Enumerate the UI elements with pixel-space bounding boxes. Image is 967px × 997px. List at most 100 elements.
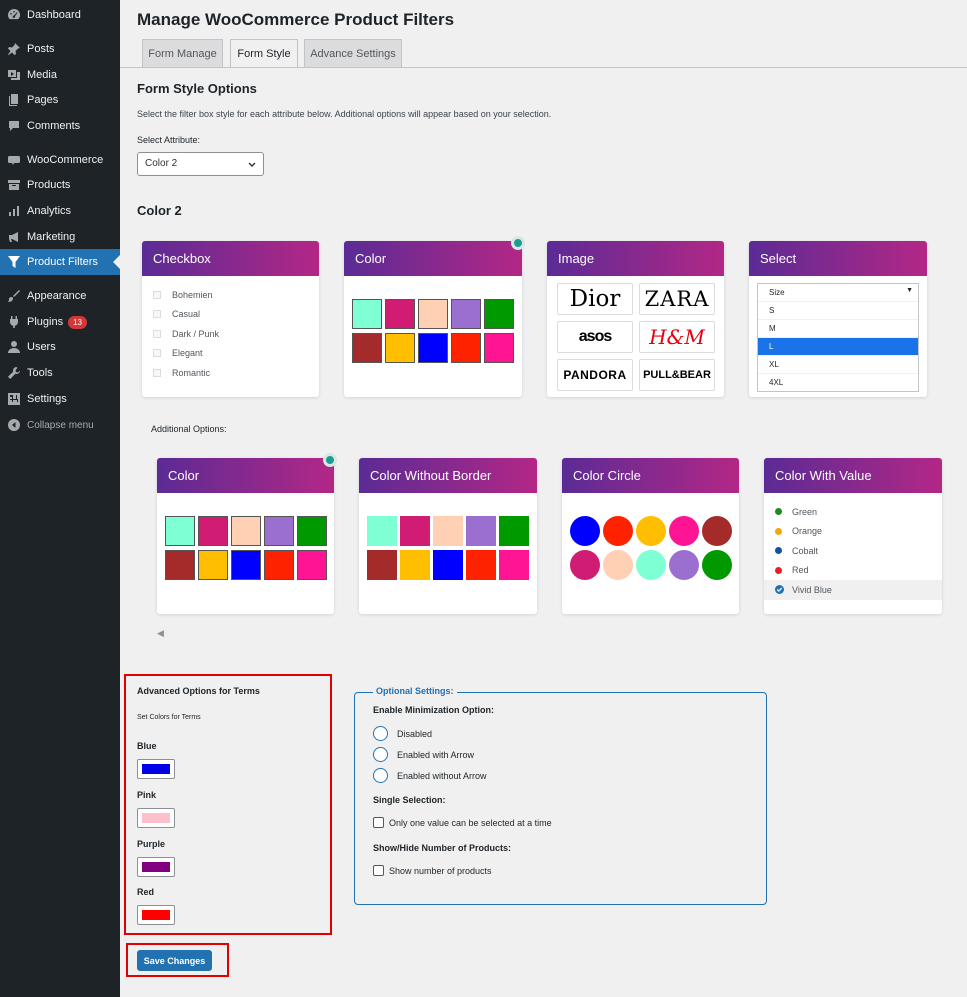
swatch-grid [352,299,514,363]
menu-plugins-label: Plugins [27,316,64,328]
additional-card-color-circle[interactable]: Color Circle [562,458,739,614]
radio-label: Enabled without Arrow [397,770,487,781]
color-value-label: Green [792,506,818,517]
checkbox-item-label: Bohemien [172,289,213,300]
radio-enabled-with-arrow[interactable]: Enabled with Arrow [373,747,474,762]
style-card-color[interactable]: Color [344,236,525,397]
checkbox-item-label: Casual [172,309,201,320]
tab-advance-settings[interactable]: Advance Settings [304,39,402,68]
color-swatch [451,333,481,363]
color-swatch [418,333,448,363]
style-card-image[interactable]: Image Dior ZARA asos H&M PANDORA PULL&BE… [547,241,724,397]
save-button-highlight [126,943,229,977]
section-description: Select the filter box style for each att… [137,109,552,119]
color-swatch [451,299,481,329]
color-swatch [466,516,496,546]
color-swatch [165,550,195,580]
color-circle-swatch [570,516,600,546]
checkbox-square[interactable] [373,817,384,828]
radio-disabled[interactable]: Disabled [373,726,432,741]
color-circle-swatch [603,550,633,580]
color-picker-red[interactable] [137,905,175,925]
radio-circle[interactable] [373,768,388,783]
menu-posts[interactable]: Posts [0,36,120,62]
checkbox-item: Romantic [142,363,319,383]
show-number-checkbox[interactable]: Show number of products [373,865,492,876]
additional-card-color[interactable]: Color [157,453,337,614]
plug-icon [10,316,18,328]
checkbox-list: Bohemien Casual Dark / Punk Elegant Roma… [142,276,319,383]
style-card-select[interactable]: Select Size ▼ S M L XL 4XL [749,241,927,397]
additional-card-color-without-border[interactable]: Color Without Border [359,458,537,614]
style-card-image-title: Image [547,241,724,276]
attribute-title: Color 2 [137,203,182,218]
menu-appearance[interactable]: Appearance [0,283,120,309]
menu-product-filters[interactable]: Product Filters [0,249,120,275]
checkbox-item-label: Romantic [172,367,211,378]
save-changes-button[interactable]: Save Changes [137,950,212,971]
color-swatch [484,299,514,329]
color-swatch [484,333,514,363]
select-attribute-dropdown[interactable]: Color 2 [137,152,264,176]
comment-icon [9,121,19,131]
color-swatch [418,299,448,329]
additional-card-color-title: Color [157,458,334,493]
single-selection-checkbox[interactable]: Only one value can be selected at a time [373,817,552,828]
checkbox-item: Elegant [142,344,319,364]
additional-options-label: Additional Options: [151,424,227,434]
menu-tools-label: Tools [27,367,53,379]
color-swatch [385,299,415,329]
style-card-select-title: Select [749,241,927,276]
color-swatch [433,516,463,546]
menu-dashboard[interactable]: Dashboard [0,2,120,28]
select-preview-option: M [758,319,918,337]
style-card-color-title: Color [344,241,522,276]
advanced-options-subtitle: Set Colors for Terms [137,714,201,721]
tab-form-manage[interactable]: Form Manage [142,39,223,68]
tab-form-style[interactable]: Form Style [230,39,298,68]
selected-indicator [511,236,525,250]
swatch-grid [367,516,529,580]
menu-pages-label: Pages [27,94,59,106]
radio-circle[interactable] [373,726,388,741]
radio-enabled-without-arrow[interactable]: Enabled without Arrow [373,768,487,783]
menu-pages[interactable]: Pages [0,87,120,113]
checkbox-box [153,349,161,358]
color-circle-swatch [702,516,732,546]
menu-plugins[interactable]: Plugins 13 [0,309,120,335]
color-circle-swatch [603,516,633,546]
archive-icon [8,180,20,190]
user-icon [8,341,20,353]
optional-settings-legend: Optional Settings: [373,686,457,696]
menu-comments[interactable]: Comments [0,113,120,139]
additional-card-color-with-value[interactable]: Color With Value Green Orange Cobalt Red… [764,458,942,614]
checkbox-square[interactable] [373,865,384,876]
color-picker-blue[interactable] [137,759,175,779]
radio-circle[interactable] [373,747,388,762]
menu-analytics[interactable]: Analytics [0,198,120,224]
main-content: Manage WooCommerce Product Filters Form … [120,0,967,997]
caret-down-icon: ▼ [906,287,913,294]
color-swatch [264,550,294,580]
term-label-pink: Pink [137,790,157,800]
menu-marketing[interactable]: Marketing [0,224,120,250]
color-picker-pink[interactable] [137,808,175,828]
logo-pull-and-bear: PULL&BEAR [639,359,715,391]
menu-products[interactable]: Products [0,172,120,198]
menu-tools[interactable]: Tools [0,360,120,386]
menu-users[interactable]: Users [0,334,120,360]
color-swatch [367,516,397,546]
collapse-menu-button[interactable]: Collapse menu [0,412,120,438]
media-icon [8,70,20,80]
color-picker-purple[interactable] [137,857,175,877]
menu-settings[interactable]: Settings [0,386,120,412]
menu-woocommerce[interactable]: WooCommerce [0,147,120,173]
style-card-checkbox[interactable]: Checkbox Bohemien Casual Dark / Punk Ele… [142,241,319,397]
dashboard-icon [8,8,21,20]
menu-media[interactable]: Media [0,62,120,88]
checkbox-box [153,368,161,377]
color-value-item-selected: Vivid Blue [764,580,942,600]
select-preview-option: S [758,301,918,319]
scroll-left-arrow-icon[interactable]: ◀ [157,628,164,638]
tabs-divider [120,67,967,68]
